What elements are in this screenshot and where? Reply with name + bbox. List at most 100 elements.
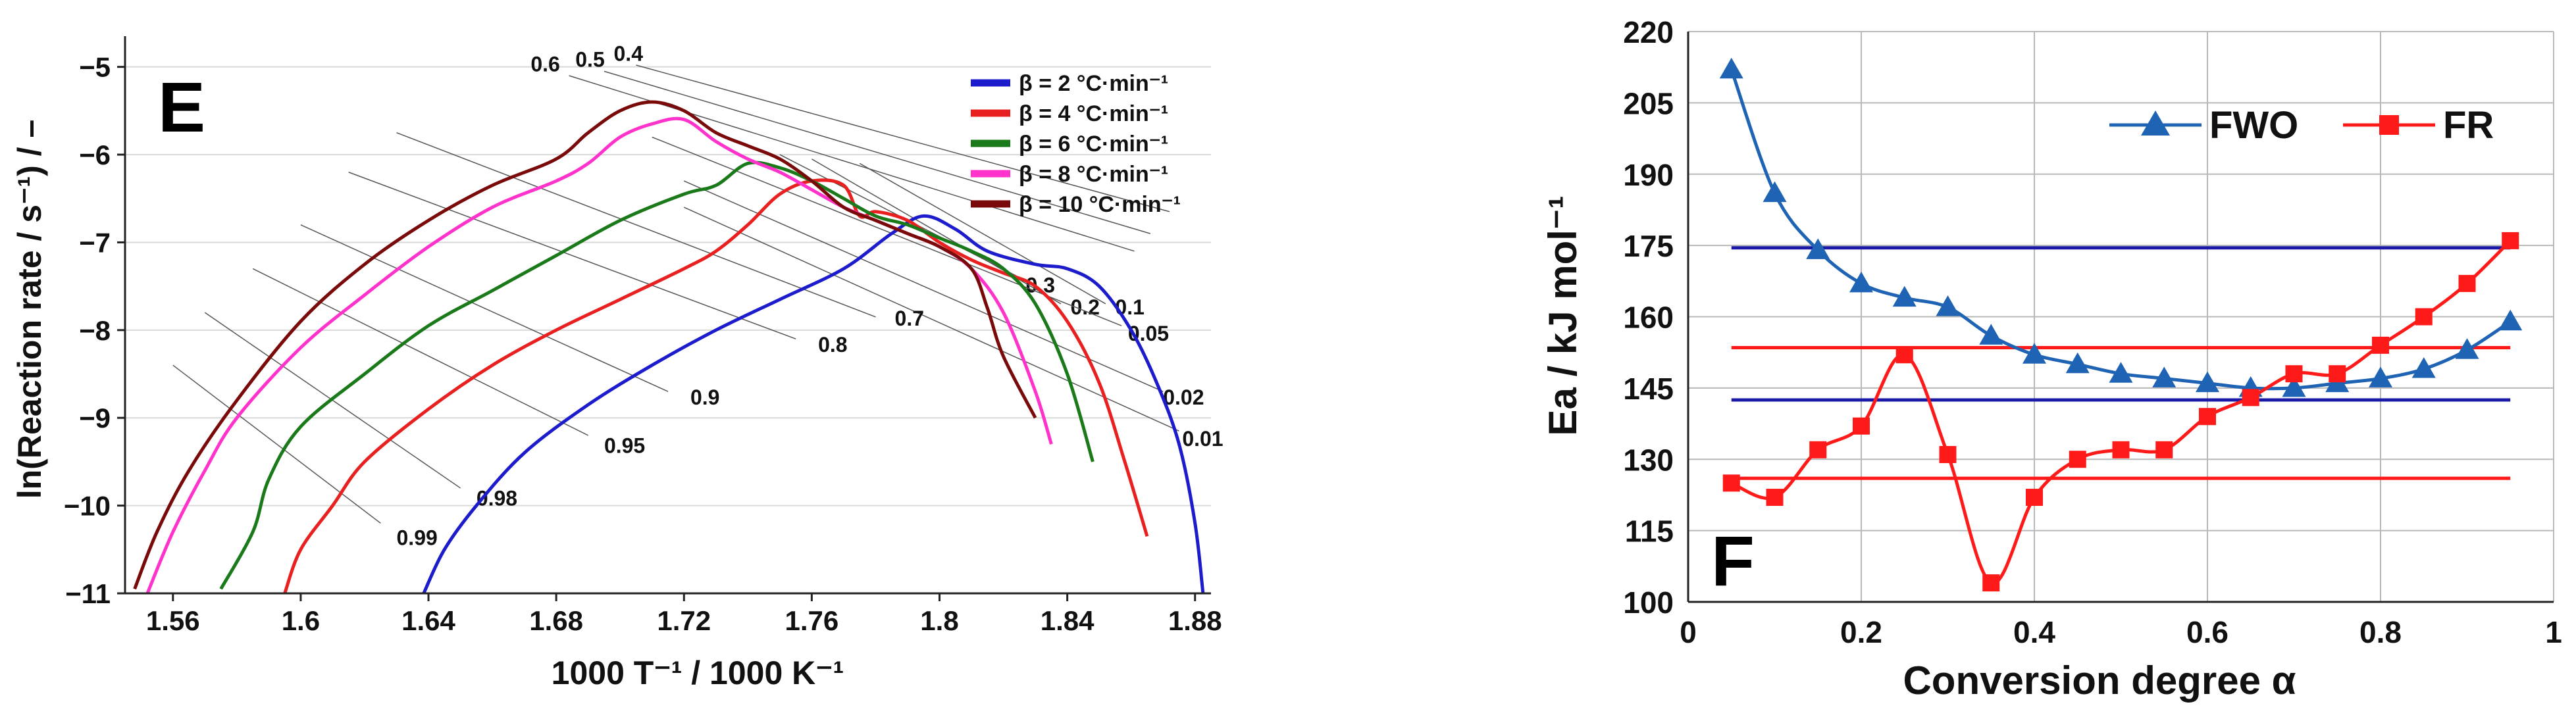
f-legend-marker xyxy=(2379,115,2399,135)
f-fwo-marker xyxy=(1979,324,2003,345)
f-fwo-marker xyxy=(2411,357,2436,378)
e-iso-line xyxy=(683,180,1164,392)
e-iso-line xyxy=(859,162,1106,305)
f-series-line xyxy=(1730,239,2512,585)
e-y-axis-label: ln(Reaction rate / s⁻¹) / – xyxy=(11,120,48,499)
f-fr-marker xyxy=(2199,408,2216,426)
e-iso-label: 0.8 xyxy=(818,333,847,357)
f-fwo-marker xyxy=(2022,343,2046,364)
f-fr-marker xyxy=(2415,308,2433,326)
e-y-tick-label: −6 xyxy=(79,139,111,170)
f-fr-marker xyxy=(2458,274,2476,292)
f-fr-marker xyxy=(2329,365,2346,383)
f-legend-label: FWO xyxy=(2209,104,2298,147)
e-iso-line xyxy=(604,70,1151,234)
e-legend-label: β = 10 °C·min⁻¹ xyxy=(1019,192,1181,217)
e-panel-label: E xyxy=(158,67,205,147)
f-fwo-marker xyxy=(1849,271,1873,293)
e-legend-label: β = 2 °C·min⁻¹ xyxy=(1019,71,1168,96)
f-fwo-marker xyxy=(2065,352,2090,374)
f-legend-label: FR xyxy=(2443,104,2494,147)
e-iso-label: 0.95 xyxy=(604,434,645,458)
e-iso-line xyxy=(683,207,1179,432)
e-x-axis-label: 1000 T⁻¹ / 1000 K⁻¹ xyxy=(552,655,844,691)
e-tick-labels: −11 −10 −9 −8 −7 −6 −5 1.56 1.6 1.64 1.68 1.72 1.76 1… xyxy=(64,52,1222,636)
e-x-tick-label: 1.56 xyxy=(146,605,200,636)
e-iso-label: 0.01 xyxy=(1182,427,1223,451)
f-legend: FWO FR xyxy=(2109,104,2494,147)
f-x-tick-label: 0.2 xyxy=(1840,615,1882,649)
f-fwo-marker xyxy=(2109,362,2133,383)
e-x-tick-label: 1.76 xyxy=(785,605,839,636)
e-series-line xyxy=(145,116,1053,594)
f-fr-marker xyxy=(2502,232,2519,249)
f-fwo-marker xyxy=(1892,285,1917,307)
e-series-line xyxy=(422,214,1205,595)
e-iso-label: 0.99 xyxy=(397,526,438,550)
f-y-tick-label: 175 xyxy=(1623,229,1674,263)
e-x-tick-label: 1.84 xyxy=(1041,605,1095,636)
f-y-tick-label: 145 xyxy=(1623,372,1674,406)
e-iso-label: 0.9 xyxy=(690,385,719,409)
f-y-tick-label: 100 xyxy=(1623,585,1674,620)
f-x-axis-label: Conversion degree α xyxy=(1903,658,2296,703)
e-legend-label: β = 6 °C·min⁻¹ xyxy=(1019,132,1168,157)
e-iso-line xyxy=(636,64,1170,212)
e-iso-line xyxy=(300,224,669,392)
f-fr-marker xyxy=(2112,441,2130,458)
f-fr-marker xyxy=(1722,474,1740,492)
f-axes xyxy=(1687,32,2554,603)
e-series-line xyxy=(133,100,1037,590)
f-x-tick-label: 0.4 xyxy=(2013,615,2055,649)
f-y-tick-label: 160 xyxy=(1623,301,1674,335)
e-iso-label: 0.5 xyxy=(575,48,604,72)
e-gridlines xyxy=(125,66,1211,507)
f-x-tick-label: 1 xyxy=(2545,615,2562,649)
e-iso-label: 0.6 xyxy=(530,52,559,76)
e-x-tick-label: 1.8 xyxy=(920,605,958,636)
f-fwo-marker xyxy=(1806,238,1830,259)
e-legend-label: β = 4 °C·min⁻¹ xyxy=(1019,101,1168,126)
f-y-tick-label: 220 xyxy=(1623,15,1674,49)
e-y-tick-label: −10 xyxy=(64,491,111,522)
f-fwo-marker xyxy=(2369,366,2392,387)
e-iso-line xyxy=(348,172,796,339)
f-legend-marker xyxy=(2141,111,2170,136)
e-iso-label: 0.7 xyxy=(895,307,924,330)
f-panel-label: F xyxy=(1711,521,1755,601)
f-tick-labels: 100 115 130 145 160 175 190 205 220 0 0.2 0.4 0.6 0.8… xyxy=(1623,15,2562,649)
e-x-tick-label: 1.88 xyxy=(1168,605,1222,636)
f-fr-marker xyxy=(2372,336,2389,354)
f-series xyxy=(1719,57,2523,592)
f-y-tick-label: 130 xyxy=(1623,443,1674,477)
e-series-lines xyxy=(133,100,1205,595)
e-x-tick-label: 1.6 xyxy=(282,605,320,636)
panel-f: 100 115 130 145 160 175 190 205 220 0 0.2 0.4 0.6 0.8… xyxy=(1541,15,2562,703)
f-x-tick-label: 0.8 xyxy=(2359,615,2402,649)
e-iso-label: 0.1 xyxy=(1115,295,1144,319)
f-fwo-marker xyxy=(1763,181,1787,203)
e-x-tick-label: 1.68 xyxy=(529,605,583,636)
f-fwo-marker xyxy=(1719,57,1743,79)
e-x-tick-label: 1.64 xyxy=(401,605,455,636)
f-fwo-marker xyxy=(2455,338,2479,359)
e-y-tick-label: −8 xyxy=(79,315,111,346)
e-y-tick-label: −5 xyxy=(79,52,111,83)
f-fwo-marker xyxy=(2152,366,2177,387)
f-fwo-marker xyxy=(1936,295,1960,316)
f-fr-marker xyxy=(2069,451,2086,468)
e-y-tick-label: −11 xyxy=(65,578,111,609)
f-fr-marker xyxy=(1895,346,1913,364)
f-fr-marker xyxy=(1982,574,2000,592)
panel-e: 0.40.50.60.30.2 0.10.050.020.010.70.80.90… xyxy=(11,36,1224,691)
f-fwo-marker xyxy=(2498,309,2523,331)
e-series-line xyxy=(219,161,1095,590)
f-x-tick-label: 0.6 xyxy=(2186,615,2228,649)
e-x-tick-label: 1.72 xyxy=(657,605,711,636)
f-fwo-marker xyxy=(2196,371,2219,393)
f-fr-marker xyxy=(1766,489,1784,507)
e-y-tick-label: −7 xyxy=(79,227,111,258)
e-y-tick-label: −9 xyxy=(79,403,111,433)
f-fr-marker xyxy=(2285,365,2303,383)
e-legend: β = 2 °C·min⁻¹ β = 4 °C·min⁻¹ β = 6 °C·min… xyxy=(971,71,1181,217)
